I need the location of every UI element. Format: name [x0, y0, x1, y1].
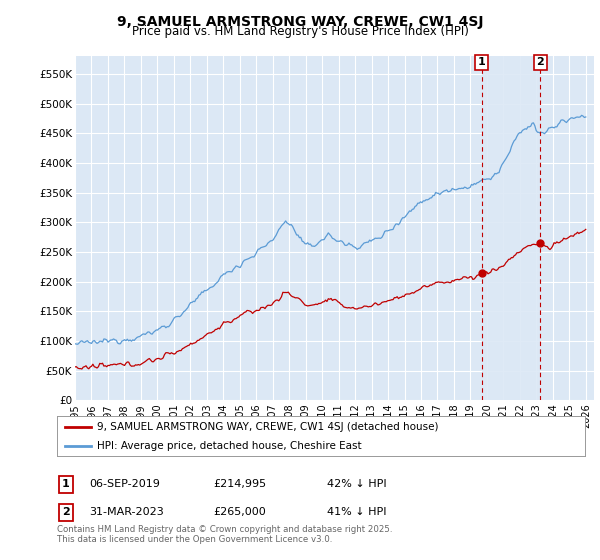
Text: 41% ↓ HPI: 41% ↓ HPI — [327, 507, 386, 517]
Text: £265,000: £265,000 — [213, 507, 266, 517]
Bar — [482, 56, 541, 400]
Text: 06-SEP-2019: 06-SEP-2019 — [89, 479, 160, 489]
Text: 42% ↓ HPI: 42% ↓ HPI — [327, 479, 386, 489]
Text: £214,995: £214,995 — [213, 479, 266, 489]
Text: 1: 1 — [62, 479, 70, 489]
Text: HPI: Average price, detached house, Cheshire East: HPI: Average price, detached house, Ches… — [97, 441, 361, 450]
Text: Price paid vs. HM Land Registry's House Price Index (HPI): Price paid vs. HM Land Registry's House … — [131, 25, 469, 38]
Text: 2: 2 — [62, 507, 70, 517]
Text: Contains HM Land Registry data © Crown copyright and database right 2025.
This d: Contains HM Land Registry data © Crown c… — [57, 525, 392, 544]
Text: 9, SAMUEL ARMSTRONG WAY, CREWE, CW1 4SJ: 9, SAMUEL ARMSTRONG WAY, CREWE, CW1 4SJ — [117, 15, 483, 29]
Text: 9, SAMUEL ARMSTRONG WAY, CREWE, CW1 4SJ (detached house): 9, SAMUEL ARMSTRONG WAY, CREWE, CW1 4SJ … — [97, 422, 438, 432]
Text: 31-MAR-2023: 31-MAR-2023 — [89, 507, 164, 517]
Text: 1: 1 — [478, 57, 485, 67]
Text: 2: 2 — [536, 57, 544, 67]
